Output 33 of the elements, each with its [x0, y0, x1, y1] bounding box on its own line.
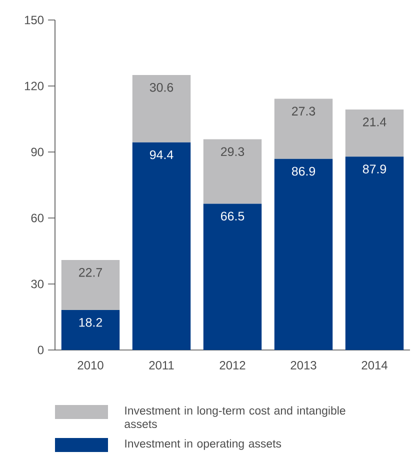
bar	[203, 139, 262, 204]
legend-label: Investment in long-term cost and intangible assets	[124, 406, 346, 428]
y-tick-label: 150	[24, 16, 44, 24]
bar	[274, 158, 333, 350]
bar	[203, 204, 262, 350]
bar	[132, 74, 191, 142]
y-tick-label: 90	[31, 148, 44, 156]
x-tick-label: 2014	[362, 360, 388, 370]
bar	[345, 156, 404, 350]
data-label: 21.4	[363, 118, 386, 126]
data-label: 22.7	[79, 268, 102, 277]
x-tick-label: 2011	[149, 360, 174, 370]
data-label: 30.6	[150, 83, 174, 92]
bar	[61, 260, 120, 310]
data-label: 94.4	[150, 150, 174, 160]
data-label: 87.9	[362, 164, 386, 174]
x-tick-label: 2012	[220, 360, 246, 370]
data-label: 29.3	[221, 147, 244, 156]
legend-label: Investment in operating assets	[125, 439, 282, 450]
bar	[132, 142, 191, 350]
y-tick-label: 0	[38, 346, 44, 354]
data-label: 66.5	[221, 212, 244, 221]
data-label: 18.2	[79, 318, 102, 327]
bar	[345, 110, 404, 157]
data-label: 86.9	[292, 166, 316, 176]
y-tick-label: 120	[24, 82, 44, 90]
y-tick-label: 30	[31, 280, 44, 288]
bar	[61, 310, 120, 350]
y-tick-label: 60	[31, 214, 44, 222]
bar	[274, 98, 333, 159]
data-label: 27.3	[292, 106, 316, 116]
x-tick-label: 2013	[290, 360, 316, 370]
x-tick-label: 2010	[78, 360, 104, 370]
